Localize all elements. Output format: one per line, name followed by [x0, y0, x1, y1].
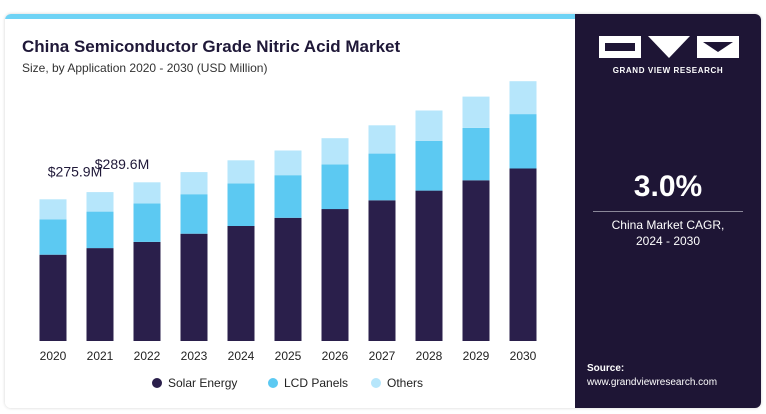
bar-lcd-panels-2024 — [227, 183, 255, 226]
bar-others-2026 — [321, 138, 349, 165]
bar-lcd-panels-2023 — [180, 194, 208, 234]
source-label: Source: — [587, 363, 625, 374]
bar-solar-energy-2028 — [415, 190, 443, 341]
bar-lcd-panels-2028 — [415, 140, 443, 191]
legend-marker — [152, 378, 162, 388]
bar-lcd-panels-2021 — [86, 211, 114, 249]
bar-others-2024 — [227, 160, 255, 184]
legend-label: Others — [387, 376, 423, 390]
divider — [593, 211, 743, 212]
bar-solar-energy-2029 — [462, 180, 490, 341]
legend-marker — [268, 378, 278, 388]
bar-solar-energy-2025 — [274, 217, 302, 341]
legend-marker — [371, 378, 381, 388]
stacked-bar-chart: 2020 2021 2022 2023 2024 2025 2026 2027 2028 2029… — [39, 81, 537, 390]
chart-card: China Semiconductor Grade Nitric Acid Ma… — [5, 14, 761, 408]
legend-label: Solar Energy — [168, 376, 237, 390]
bar-solar-energy-2027 — [368, 200, 396, 341]
chart-title: China Semiconductor Grade Nitric Acid Ma… — [22, 37, 401, 56]
bar-others-2027 — [368, 125, 396, 154]
bar-others-2025 — [274, 150, 302, 176]
x-tick-label: 2022 — [134, 349, 161, 363]
accent-bar — [5, 14, 575, 19]
bar-solar-energy-2023 — [180, 233, 208, 341]
x-tick-label: 2025 — [275, 349, 302, 363]
bar-lcd-panels-2026 — [321, 164, 349, 210]
legend-label: LCD Panels — [284, 376, 348, 390]
bar-solar-energy-2022 — [133, 241, 161, 341]
bar-others-2020 — [39, 199, 67, 220]
bar-solar-energy-2020 — [39, 254, 67, 341]
bar-others-2029 — [462, 96, 490, 128]
bar-lcd-panels-2027 — [368, 153, 396, 201]
bar-others-2021 — [86, 192, 114, 212]
bar-others-2030 — [509, 81, 537, 115]
bar-lcd-panels-2030 — [509, 114, 537, 169]
cagr-value: 3.0% — [633, 170, 703, 203]
cagr-label-line1: China Market CAGR, — [611, 218, 725, 232]
x-tick-label: 2029 — [463, 349, 490, 363]
x-tick-label: 2030 — [510, 349, 537, 363]
bar-solar-energy-2026 — [321, 209, 349, 341]
source-url: www.grandviewresearch.com — [587, 377, 718, 388]
bar-lcd-panels-2029 — [462, 127, 490, 181]
x-tick-label: 2020 — [40, 349, 67, 363]
x-tick-label: 2027 — [369, 349, 396, 363]
bar-lcd-panels-2020 — [39, 219, 67, 255]
data-label: $275.9M — [48, 163, 102, 179]
bar-solar-energy-2030 — [509, 168, 537, 341]
brand-name: GRAND VIEW RESEARCH — [612, 66, 724, 75]
bar-others-2028 — [415, 110, 443, 141]
info-panel: GRAND VIEW RESEARCH 3.0% China Market CA… — [575, 14, 761, 408]
x-tick-label: 2028 — [416, 349, 443, 363]
bar-solar-energy-2021 — [86, 248, 114, 341]
x-tick-label: 2023 — [181, 349, 208, 363]
source: Source: www.grandviewresearch.com — [587, 362, 717, 390]
cagr-label: China Market CAGR, 2024 - 2030 — [575, 217, 761, 249]
x-tick-label: 2021 — [87, 349, 114, 363]
cagr-label-line2: 2024 - 2030 — [635, 234, 701, 248]
chart-area: China Semiconductor Grade Nitric Acid Ma… — [5, 14, 575, 408]
data-label: $289.6M — [95, 156, 149, 172]
x-tick-label: 2024 — [228, 349, 255, 363]
gvr-logo-icon — [599, 36, 739, 58]
bar-lcd-panels-2022 — [133, 203, 161, 242]
bar-others-2022 — [133, 182, 161, 204]
x-tick-label: 2026 — [322, 349, 349, 363]
chart-subtitle: Size, by Application 2020 - 2030 (USD Mi… — [22, 61, 268, 75]
bar-solar-energy-2024 — [227, 226, 255, 341]
bar-others-2023 — [180, 172, 208, 195]
bar-lcd-panels-2025 — [274, 175, 302, 218]
